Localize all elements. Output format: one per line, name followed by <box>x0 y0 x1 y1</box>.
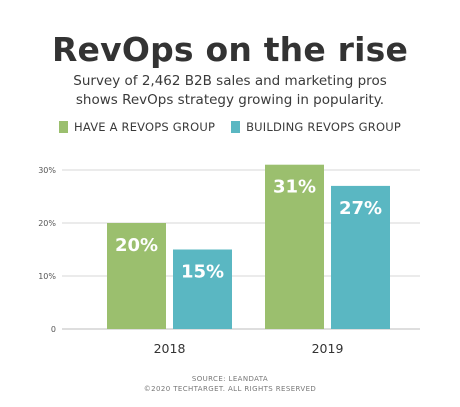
copyright-text: ©2020 TECHTARGET. ALL RIGHTS RESERVED <box>143 385 317 393</box>
legend-item-building: BUILDING REVOPS GROUP <box>231 120 401 134</box>
source-text: SOURCE: LEANDATA <box>191 375 269 383</box>
bar-data-label: 15% <box>181 262 224 283</box>
y-tick-label: 20% <box>38 219 56 228</box>
bar-data-label: 27% <box>339 198 382 219</box>
legend-item-have: HAVE A REVOPS GROUP <box>59 120 215 134</box>
x-tick-label: 2018 <box>154 341 186 356</box>
x-tick-label: 2019 <box>312 341 344 356</box>
subtitle-line-1: Survey of 2,462 B2B sales and marketing … <box>73 73 387 89</box>
subtitle-line-2: shows RevOps strategy growing in popular… <box>75 92 385 108</box>
y-tick-label: 30% <box>38 166 56 175</box>
bar-data-label: 31% <box>273 177 316 198</box>
bar <box>107 223 166 329</box>
bar-data-label: 20% <box>115 235 158 256</box>
y-tick-label: 0 <box>51 325 56 334</box>
chart-legend: HAVE A REVOPS GROUP BUILDING REVOPS GROU… <box>0 120 460 134</box>
bar <box>331 185 390 329</box>
chart-title: RevOps on the rise <box>51 30 409 69</box>
legend-label-building: BUILDING REVOPS GROUP <box>246 120 401 134</box>
bar <box>173 249 232 329</box>
legend-label-have: HAVE A REVOPS GROUP <box>74 120 216 134</box>
legend-swatch-have <box>59 121 69 133</box>
bar <box>265 164 324 329</box>
chart-subtitle: Survey of 2,462 B2B sales and marketing … <box>0 72 460 110</box>
legend-swatch-building <box>231 121 241 133</box>
chart-source: SOURCE: LEANDATA ©2020 TECHTARGET. ALL R… <box>0 374 460 394</box>
y-tick-label: 10% <box>38 272 56 281</box>
